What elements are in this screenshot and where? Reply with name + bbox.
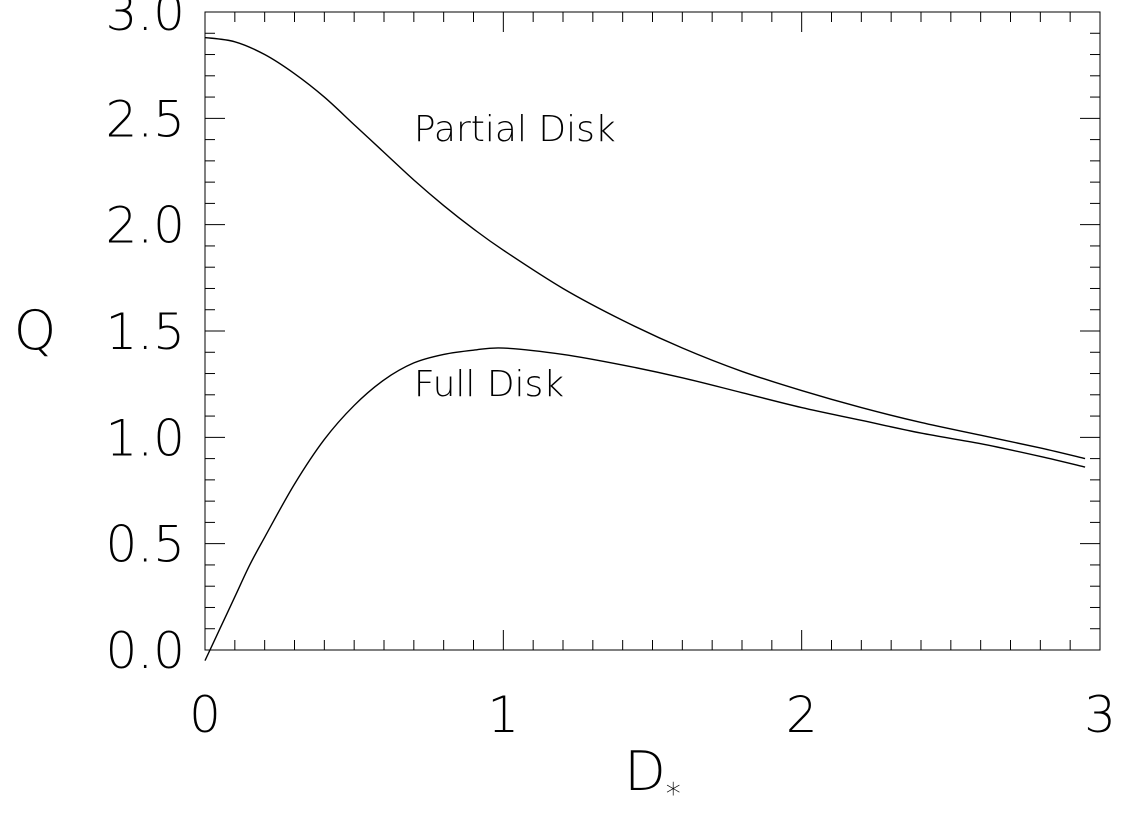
annotation-label: Full Disk [414, 364, 564, 405]
x-tick-labels: 0 1 2 3 [189, 686, 1116, 744]
series-line-full-disk [204, 347, 1086, 661]
series-line-partial-disk [204, 36, 1086, 460]
x-tick-label: 1 [487, 686, 519, 744]
y-tick-label: 0.5 [105, 516, 185, 574]
y-tick-labels: 0.0 0.5 1.0 1.5 2.0 2.5 3.0 [105, 0, 185, 680]
y-tick-label: 1.5 [105, 303, 185, 361]
series-layer [204, 36, 1086, 661]
x-axis-title: D* [624, 740, 681, 812]
y-tick-label: 3.0 [105, 0, 185, 42]
y-tick-label: 0.0 [105, 622, 185, 680]
annotation-label: Partial Disk [414, 109, 616, 150]
x-tick-label: 2 [786, 686, 818, 744]
x-tick-label: 0 [189, 686, 221, 744]
x-axis-title-main: D [624, 740, 666, 803]
minor-ticks [205, 12, 1100, 650]
major-ticks [204, 11, 1101, 651]
y-tick-label: 2.0 [105, 197, 185, 255]
y-tick-label: 2.5 [105, 90, 185, 148]
x-axis-title-subscript: * [666, 777, 681, 812]
x-tick-label: 3 [1084, 686, 1116, 744]
y-tick-label: 1.0 [105, 409, 185, 467]
y-axis-title: Q [14, 299, 57, 362]
annotations: Partial Disk Full Disk [414, 109, 616, 405]
plot-frame [204, 11, 1101, 651]
